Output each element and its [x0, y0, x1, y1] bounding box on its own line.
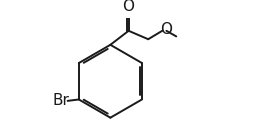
Text: O: O	[160, 22, 172, 37]
Text: Br: Br	[53, 93, 70, 108]
Text: O: O	[123, 0, 135, 14]
